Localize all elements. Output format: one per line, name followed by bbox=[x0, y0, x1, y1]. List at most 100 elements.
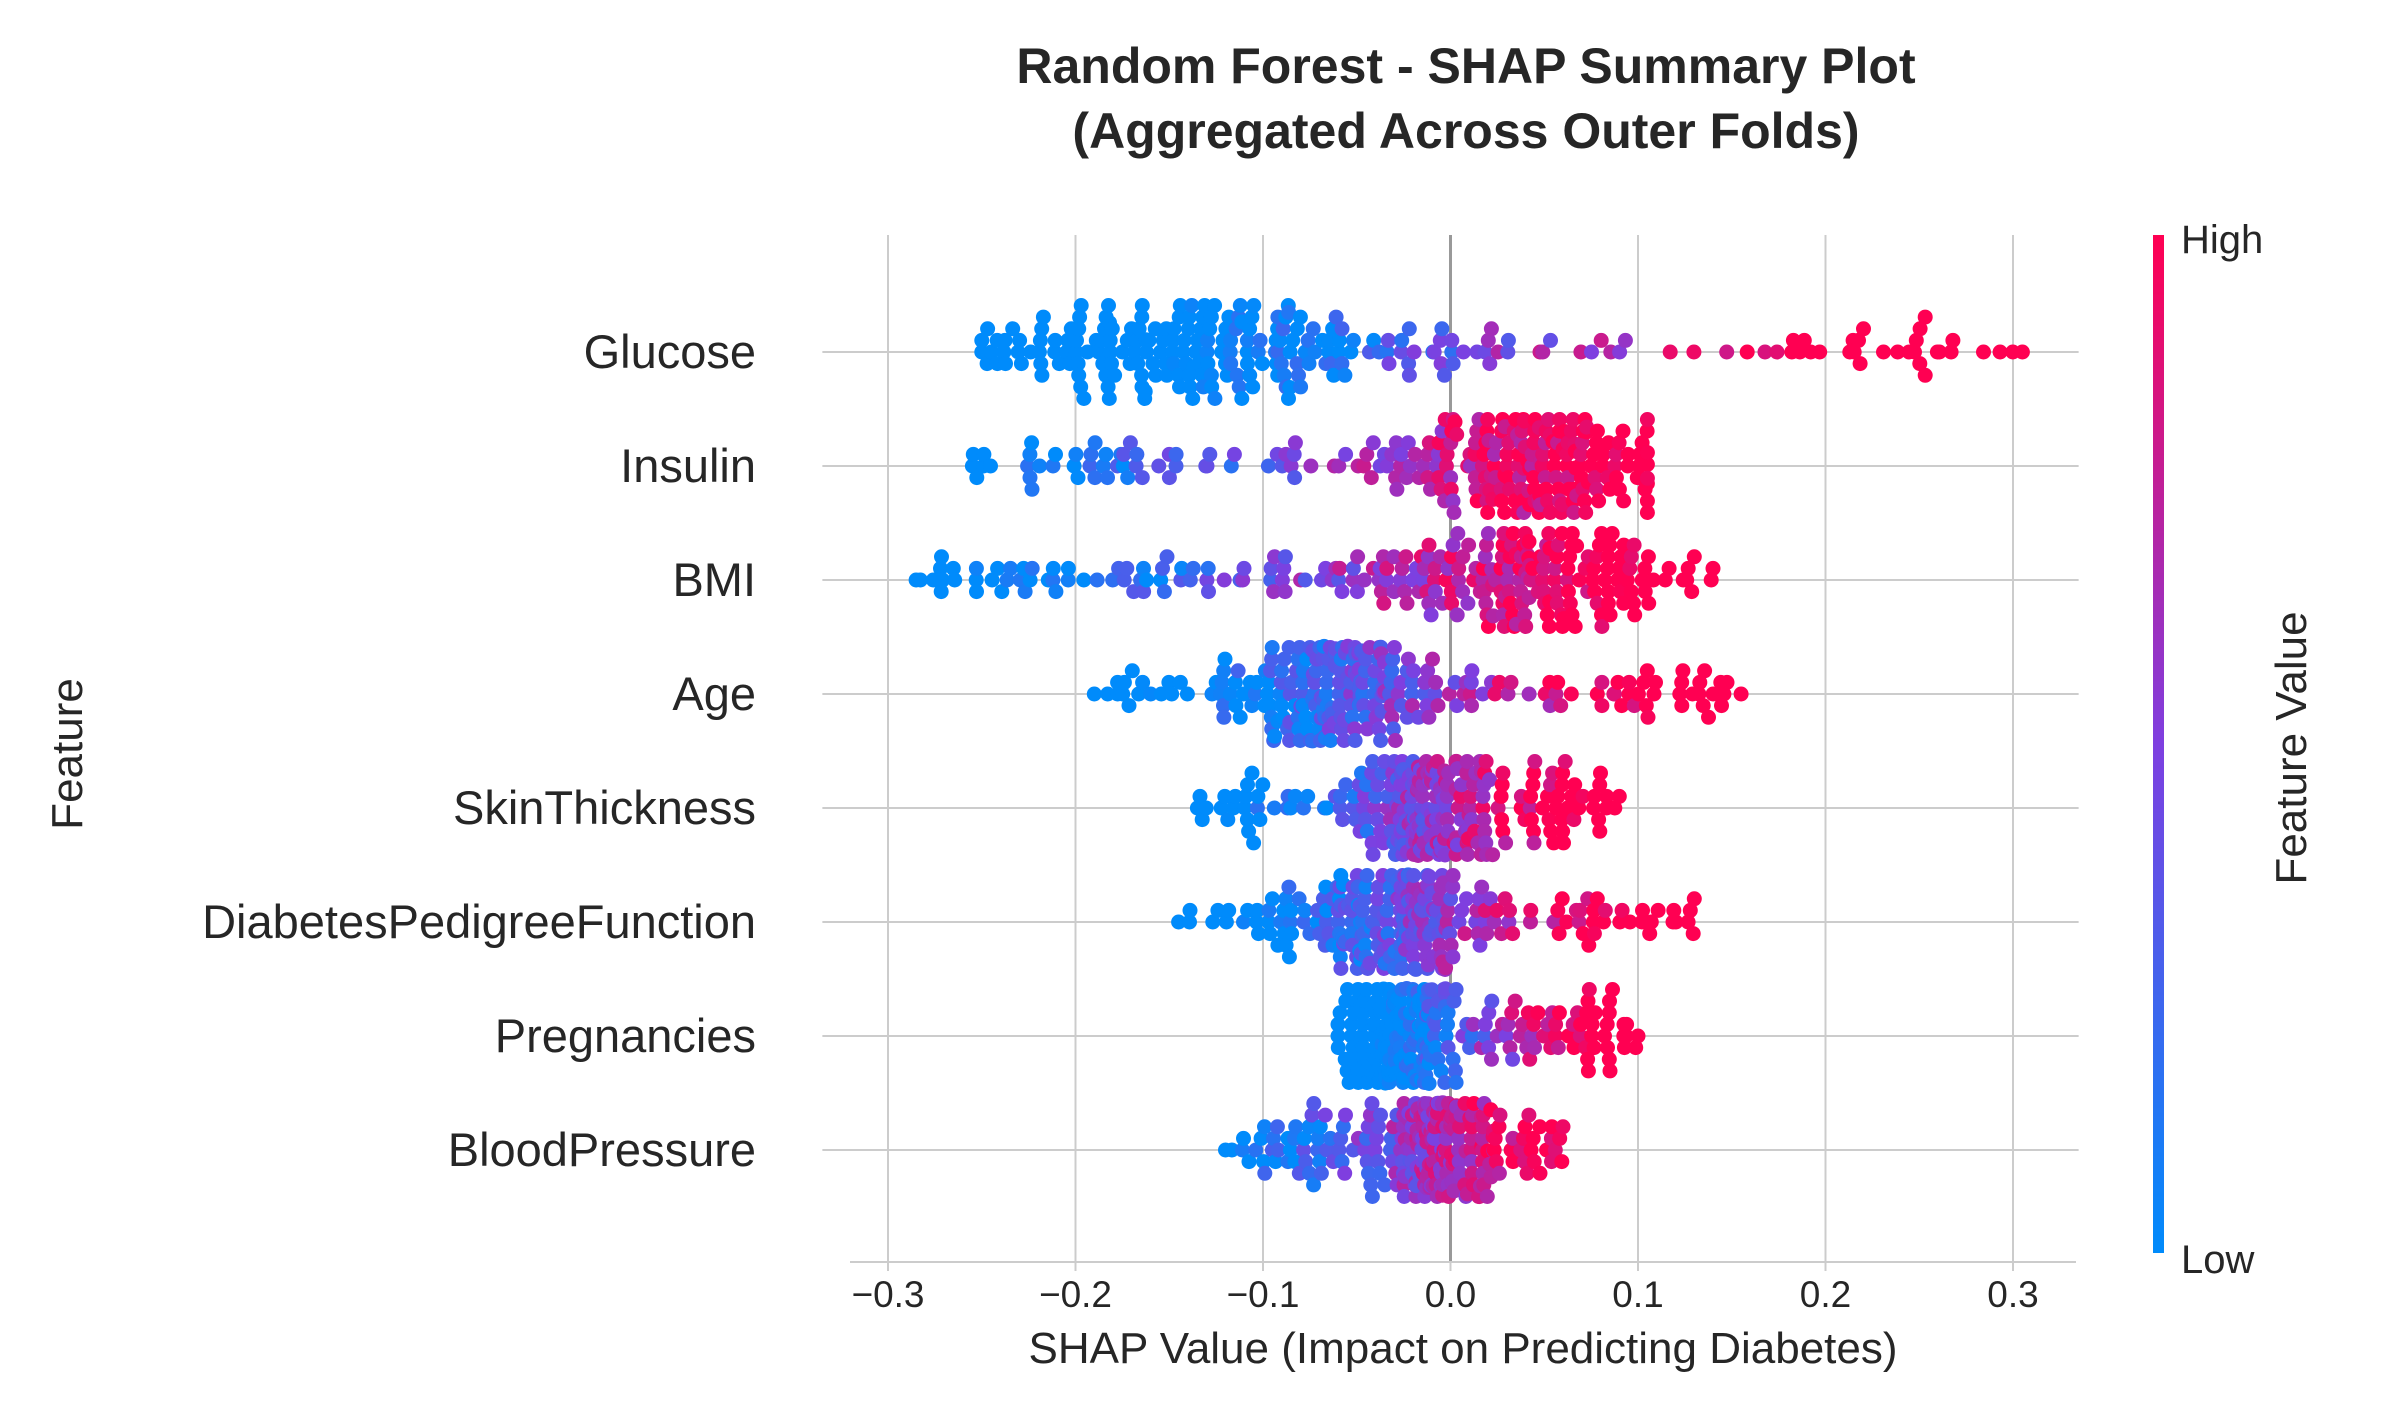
shap-point bbox=[1431, 435, 1447, 451]
shap-point bbox=[1124, 663, 1140, 679]
shap-point bbox=[1217, 788, 1233, 804]
shap-point bbox=[1674, 698, 1690, 714]
shap-point bbox=[1400, 651, 1416, 667]
shap-point bbox=[1560, 1028, 1576, 1044]
shap-point bbox=[1217, 651, 1233, 667]
shap-point bbox=[1420, 446, 1436, 462]
shap-point bbox=[1181, 309, 1197, 325]
shap-point bbox=[1444, 332, 1460, 348]
shap-point bbox=[1477, 1016, 1493, 1032]
shap-point bbox=[1241, 823, 1257, 839]
shap-point bbox=[1296, 800, 1311, 816]
shap-point bbox=[1421, 1076, 1437, 1091]
shap-point bbox=[1307, 344, 1323, 360]
shap-point bbox=[1252, 332, 1268, 348]
shap-point bbox=[1589, 686, 1605, 702]
shap-point bbox=[1592, 777, 1608, 793]
shap-point bbox=[1639, 456, 1655, 472]
shap-point bbox=[1639, 423, 1655, 439]
shap-point bbox=[1650, 902, 1666, 918]
shap-point bbox=[1472, 937, 1488, 953]
shap-point bbox=[1307, 674, 1323, 690]
feature-label: Glucose bbox=[584, 325, 756, 378]
shap-point bbox=[1486, 1142, 1502, 1158]
shap-point bbox=[1100, 470, 1115, 486]
shap-point bbox=[1182, 914, 1197, 930]
shap-point bbox=[1617, 332, 1633, 348]
shap-point bbox=[1562, 595, 1578, 611]
shap-point bbox=[1201, 584, 1216, 600]
shap-point bbox=[1594, 526, 1610, 541]
shap-point bbox=[1541, 526, 1557, 541]
shap-point bbox=[1607, 458, 1623, 474]
shap-point bbox=[1397, 584, 1413, 600]
shap-point bbox=[1070, 470, 1086, 486]
shap-point bbox=[1486, 458, 1502, 474]
shap-point bbox=[1199, 344, 1215, 360]
shap-point bbox=[1620, 446, 1636, 462]
shap-point bbox=[1292, 640, 1308, 655]
shap-point bbox=[1616, 1040, 1632, 1056]
shap-point bbox=[1337, 367, 1353, 383]
shap-point bbox=[1005, 321, 1021, 337]
shap-point bbox=[1321, 926, 1337, 942]
shap-point bbox=[1622, 560, 1638, 576]
shap-point bbox=[1323, 356, 1339, 372]
shap-point bbox=[1370, 1154, 1386, 1170]
shap-point bbox=[1031, 344, 1047, 360]
shap-point bbox=[1176, 332, 1192, 348]
shap-point bbox=[1359, 1154, 1375, 1170]
shap-point bbox=[1443, 937, 1459, 953]
shap-point bbox=[1135, 674, 1151, 690]
shap-point bbox=[1073, 379, 1089, 395]
shap-point bbox=[1245, 379, 1261, 395]
shap-point bbox=[1358, 709, 1374, 725]
shap-point bbox=[1318, 686, 1334, 702]
shap-point bbox=[974, 332, 990, 348]
shap-point bbox=[1443, 584, 1459, 600]
shap-point bbox=[1364, 1189, 1380, 1204]
shap-point bbox=[1637, 584, 1653, 600]
shap-point bbox=[1548, 470, 1564, 486]
shap-point bbox=[1305, 321, 1321, 337]
shap-point bbox=[1447, 1063, 1463, 1079]
shap-point bbox=[1071, 367, 1087, 383]
shap-point bbox=[1523, 914, 1538, 930]
shap-point bbox=[1334, 1154, 1350, 1170]
shap-point bbox=[1366, 332, 1382, 348]
shap-point bbox=[1221, 902, 1237, 918]
shap-point bbox=[1447, 414, 1463, 430]
shap-point bbox=[1459, 754, 1475, 769]
shap-point bbox=[1680, 914, 1696, 930]
shap-point bbox=[1255, 777, 1271, 793]
shap-point bbox=[1648, 674, 1663, 690]
shap-point bbox=[1607, 800, 1623, 816]
shap-point bbox=[980, 321, 996, 337]
shap-point bbox=[1430, 698, 1446, 714]
shap-point bbox=[1356, 698, 1372, 714]
shap-point bbox=[1045, 572, 1061, 588]
shap-point bbox=[1314, 572, 1329, 588]
shap-point bbox=[1076, 391, 1092, 406]
shap-point bbox=[1386, 549, 1402, 565]
shap-point bbox=[1620, 458, 1636, 474]
shap-point bbox=[969, 470, 985, 486]
shap-point bbox=[1539, 607, 1555, 623]
x-tick-label: 0.3 bbox=[1987, 1274, 2038, 1315]
shap-point bbox=[1586, 800, 1601, 816]
shap-point bbox=[1284, 674, 1300, 690]
shap-point bbox=[1564, 788, 1580, 804]
shap-point bbox=[1254, 356, 1270, 372]
shap-point bbox=[1175, 344, 1191, 360]
shap-point bbox=[1283, 800, 1299, 816]
shap-point bbox=[1261, 902, 1277, 918]
shap-point bbox=[1165, 344, 1181, 360]
shap-point bbox=[1559, 572, 1575, 588]
shap-point bbox=[1466, 1096, 1482, 1111]
shap-point bbox=[1439, 800, 1454, 816]
shap-point bbox=[1287, 470, 1303, 486]
shap-point bbox=[1433, 356, 1449, 372]
shap-point bbox=[1440, 560, 1456, 576]
shap-point bbox=[1917, 367, 1933, 383]
shap-point bbox=[1451, 1130, 1467, 1146]
